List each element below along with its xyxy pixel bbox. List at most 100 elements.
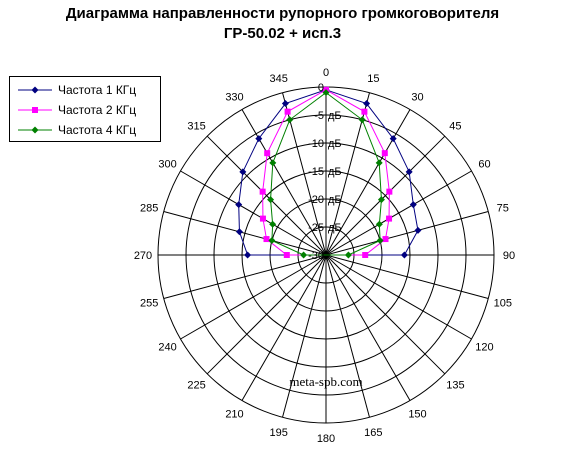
radial-tick-label: -5 bbox=[314, 110, 324, 122]
legend-key-3 bbox=[18, 126, 52, 134]
chart-title: Диаграмма направленности рупорного громк… bbox=[0, 4, 565, 44]
data-point bbox=[263, 236, 270, 243]
legend-key-marker bbox=[31, 126, 39, 134]
radial-unit-label: дБ bbox=[328, 194, 342, 206]
grid-spoke bbox=[325, 254, 411, 401]
data-point bbox=[235, 228, 243, 236]
angle-tick-label: 45 bbox=[449, 121, 461, 133]
legend-key-1 bbox=[18, 86, 52, 94]
data-point bbox=[268, 237, 276, 245]
data-point bbox=[375, 159, 383, 167]
data-point bbox=[281, 100, 289, 108]
series-line bbox=[270, 91, 382, 256]
data-point bbox=[389, 135, 397, 143]
angle-tick-label: 255 bbox=[140, 297, 158, 309]
legend-label-2: Частота 2 КГц bbox=[58, 103, 137, 117]
data-point bbox=[363, 100, 371, 108]
data-point bbox=[386, 215, 393, 222]
radial-tick-label: -30 bbox=[308, 250, 324, 262]
angle-tick-label: 300 bbox=[158, 159, 176, 171]
radial-unit-label: дБ bbox=[328, 222, 342, 234]
title-line-2: ГР-50.02 + исп.3 bbox=[223, 25, 342, 42]
series-layer bbox=[235, 86, 422, 259]
data-point bbox=[358, 116, 366, 124]
data-point bbox=[381, 150, 388, 157]
legend-key-2 bbox=[18, 107, 52, 113]
data-point bbox=[344, 251, 352, 259]
legend-item-1: Частота 1 КГц bbox=[16, 80, 160, 100]
angle-tick-label: 75 bbox=[497, 203, 509, 215]
data-point bbox=[235, 201, 243, 209]
angle-tick-label: 345 bbox=[269, 73, 287, 85]
polar-grid bbox=[157, 86, 495, 424]
data-point bbox=[286, 116, 294, 124]
data-point bbox=[375, 220, 383, 228]
data-point bbox=[409, 201, 417, 209]
grid-spoke bbox=[325, 135, 446, 256]
grid-spoke bbox=[241, 109, 327, 256]
data-point bbox=[255, 135, 263, 143]
legend-label-1: Частота 1 КГц bbox=[58, 83, 137, 97]
radial-tick-label: 0 bbox=[318, 82, 324, 94]
legend-item-3: Частота 4 КГц bbox=[16, 120, 160, 140]
axis-labels: 0 15 30 45 60 75 90 105 120 135 150 165 180 195 210 225… bbox=[134, 67, 515, 445]
angle-tick-label: 210 bbox=[225, 408, 243, 420]
legend-label-3: Частота 4 КГц bbox=[58, 123, 137, 137]
data-point bbox=[361, 108, 368, 115]
data-point bbox=[382, 236, 389, 243]
grid-spoke bbox=[180, 170, 327, 256]
angle-tick-label: 195 bbox=[269, 427, 287, 439]
data-point bbox=[269, 220, 277, 228]
data-point bbox=[259, 188, 266, 195]
watermark: meta-spb.com bbox=[289, 374, 363, 389]
radial-unit-label: дБ bbox=[328, 138, 342, 150]
data-point bbox=[400, 251, 408, 259]
radial-tick-label: -15 bbox=[308, 166, 324, 178]
grid-spoke bbox=[325, 109, 411, 256]
grid-spoke bbox=[325, 254, 489, 299]
grid-spoke bbox=[163, 211, 327, 256]
data-point bbox=[362, 252, 369, 258]
data-point bbox=[239, 168, 247, 176]
title-line-1: Диаграмма направленности рупорного громк… bbox=[65, 5, 500, 22]
grid-spoke bbox=[206, 254, 327, 375]
data-point bbox=[267, 196, 275, 204]
angle-tick-label: 270 bbox=[134, 250, 152, 262]
radial-unit-label: дБ bbox=[328, 110, 342, 122]
series-2 bbox=[259, 86, 393, 258]
angle-tick-label: 0 bbox=[323, 67, 329, 79]
legend: Частота 1 КГц Частота 2 КГц Частота 4 КГ… bbox=[9, 76, 161, 142]
angle-tick-label: 240 bbox=[158, 342, 176, 354]
angle-tick-label: 30 bbox=[411, 92, 423, 104]
data-point bbox=[269, 159, 277, 167]
radial-tick-label: -25 bbox=[308, 222, 324, 234]
data-point bbox=[322, 89, 330, 97]
grid-spoke bbox=[325, 254, 472, 340]
angle-tick-label: 105 bbox=[494, 297, 512, 309]
grid-spoke bbox=[206, 135, 327, 256]
data-point bbox=[283, 252, 290, 258]
angle-tick-label: 90 bbox=[503, 250, 515, 262]
angle-tick-label: 120 bbox=[475, 342, 493, 354]
angle-tick-label: 225 bbox=[187, 379, 205, 391]
data-point bbox=[405, 168, 413, 176]
grid-spoke bbox=[241, 254, 327, 401]
angle-tick-label: 330 bbox=[225, 92, 243, 104]
series-3 bbox=[267, 89, 385, 259]
angle-tick-label: 60 bbox=[478, 159, 490, 171]
data-point bbox=[259, 215, 266, 222]
data-point bbox=[386, 188, 393, 195]
legend-item-2: Частота 2 КГц bbox=[16, 100, 160, 120]
legend-key-marker bbox=[32, 107, 38, 113]
angle-tick-label: 315 bbox=[187, 121, 205, 133]
angle-tick-label: 15 bbox=[367, 73, 379, 85]
angle-tick-label: 150 bbox=[408, 408, 426, 420]
grid-spoke bbox=[325, 254, 446, 375]
angle-tick-label: 135 bbox=[446, 379, 464, 391]
data-point bbox=[377, 196, 385, 204]
data-point bbox=[244, 251, 252, 259]
legend-key-marker bbox=[31, 86, 39, 94]
radial-tick-label: -20 bbox=[308, 194, 324, 206]
data-point bbox=[414, 226, 422, 234]
